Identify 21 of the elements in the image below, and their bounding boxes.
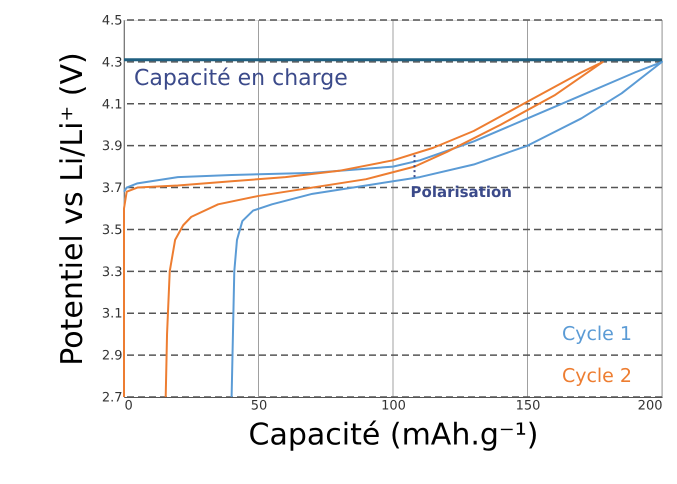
y-tick-label: 4.1 [102,97,122,112]
x-tick-label: 50 [250,398,268,414]
annotation: Polarisation [410,183,512,202]
y-tick-label: 3.5 [102,222,122,238]
x-tick-label: 150 [516,398,540,414]
text: Cycle 1 [562,323,632,345]
x-tick-label: 100 [381,398,406,414]
x-tick-label: 200 [638,398,662,414]
y-tick-label: 4.3 [102,55,122,70]
y-tick-label: 4.5 [102,14,122,28]
ref-line-label: Capacité en charge [134,66,348,91]
y-tick-label: 2.9 [102,348,122,364]
y-tick-label: 3.9 [102,139,122,154]
y-tick-label: 2.7 [102,390,122,406]
x-tick-label: 0 [124,398,133,414]
x-axis-title: Capacité (mAh.g⁻¹) [248,418,538,452]
y-tick-label: 3.1 [102,306,122,322]
y-tick-label: 3.3 [102,264,122,280]
text: Cycle 2 [562,365,632,387]
y-tick-label: 3.7 [102,181,122,196]
y-axis-title: Potentiel vs Li/Li⁺ (V) [54,52,90,366]
